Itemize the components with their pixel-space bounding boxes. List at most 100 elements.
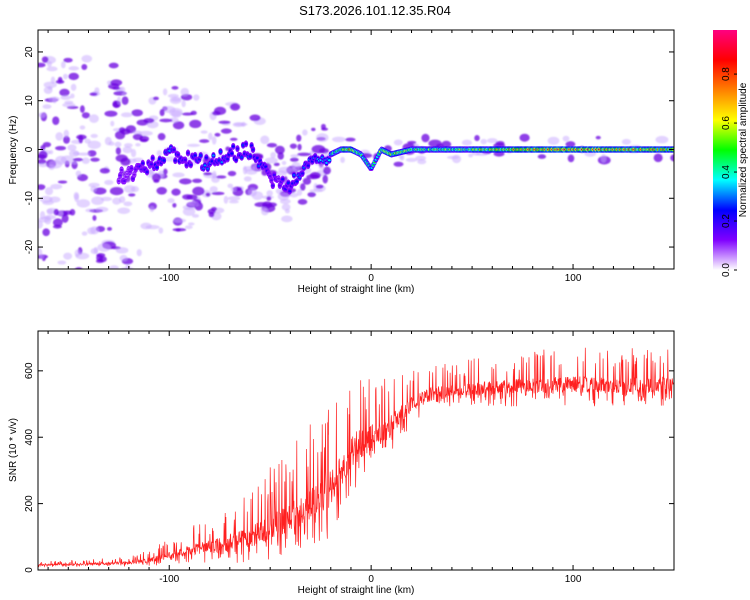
spectrogram-blob bbox=[172, 121, 185, 130]
spectrogram-blob bbox=[229, 137, 238, 141]
spectrogram-blob bbox=[188, 222, 195, 226]
spectrogram-blob bbox=[67, 144, 77, 151]
spectrogram-blob bbox=[291, 161, 301, 170]
spectrogram-blob bbox=[130, 148, 137, 158]
spectrogram-blob bbox=[245, 169, 258, 175]
spectrogram-blob bbox=[81, 231, 88, 236]
ridge-core bbox=[203, 164, 207, 167]
spectrogram-blob bbox=[68, 149, 80, 158]
spectrogram-blob bbox=[158, 227, 164, 234]
ridge-core bbox=[206, 167, 210, 170]
spectrogram-blob bbox=[162, 88, 168, 96]
spectrogram-blob bbox=[115, 288, 128, 292]
spectrogram-blob bbox=[172, 172, 185, 178]
spectrogram-blob bbox=[172, 228, 187, 232]
spectrogram-blob bbox=[90, 226, 99, 235]
ridge-core bbox=[281, 178, 285, 181]
spectrogram-blob bbox=[227, 183, 234, 189]
spectrogram-blob bbox=[279, 198, 291, 205]
spectrogram-blob bbox=[670, 154, 674, 162]
spectrogram-blob bbox=[105, 280, 114, 285]
spectrogram-blob bbox=[254, 202, 269, 208]
y-tick-label: 20 bbox=[24, 46, 35, 58]
spectrogram-blob bbox=[124, 143, 133, 148]
spectrogram-x-axis-label: Height of straight line (km) bbox=[298, 284, 415, 295]
spectrogram-blob bbox=[600, 153, 607, 163]
spectrogram-blob bbox=[278, 166, 293, 174]
spectrogram-blob bbox=[90, 133, 98, 138]
spectrogram-blob bbox=[76, 152, 91, 156]
spectrogram-blob bbox=[300, 183, 306, 191]
spectrogram-blob bbox=[567, 154, 575, 163]
ridge-core bbox=[240, 156, 244, 159]
spectrogram-blob bbox=[267, 202, 277, 207]
y-tick-label: 0 bbox=[24, 146, 35, 152]
ridge-core bbox=[193, 154, 197, 157]
spectrogram-blob bbox=[40, 276, 54, 282]
spectrogram-blob bbox=[302, 177, 312, 185]
x-tick-label: 100 bbox=[565, 273, 582, 284]
ridge-core bbox=[204, 156, 208, 159]
ridge-core bbox=[185, 164, 189, 167]
spectrogram-blob bbox=[289, 192, 299, 198]
spectrogram-blob bbox=[290, 154, 299, 158]
spectrogram-blob bbox=[243, 176, 252, 182]
spectrogram-blob bbox=[69, 273, 76, 279]
spectrogram-blob bbox=[81, 157, 90, 164]
ridge-core bbox=[173, 159, 177, 162]
ridge-core bbox=[313, 155, 317, 158]
ridge-core bbox=[132, 173, 136, 176]
spectrogram-blob bbox=[139, 138, 148, 142]
ridge-core bbox=[271, 184, 275, 187]
spectrogram-blob bbox=[565, 141, 576, 148]
spectrogram-blob bbox=[474, 135, 480, 142]
spectrogram-blob bbox=[345, 137, 356, 142]
ridge-core bbox=[244, 142, 248, 145]
spectrogram-blob bbox=[74, 267, 83, 269]
spectrogram-blob bbox=[87, 140, 101, 149]
spectrogram-blob bbox=[93, 187, 107, 195]
ridge-core bbox=[120, 168, 123, 171]
spectrogram-blob bbox=[156, 150, 162, 157]
spectrogram-blob bbox=[162, 106, 176, 113]
spectrogram-blob bbox=[96, 254, 104, 262]
spectrogram-blob bbox=[315, 184, 324, 189]
spectrogram-blob bbox=[519, 133, 530, 142]
spectrogram-blob bbox=[209, 186, 218, 193]
spectrogram-blob bbox=[39, 210, 46, 220]
spectrogram-blob bbox=[200, 130, 208, 134]
spectrogram-blob bbox=[171, 188, 181, 196]
spectrogram-blob bbox=[73, 192, 80, 200]
spectrogram-blob bbox=[205, 192, 211, 197]
spectrogram-blob bbox=[38, 154, 47, 159]
spectrogram-blob bbox=[480, 138, 487, 145]
spectrogram-blob bbox=[273, 162, 280, 167]
ridge-core bbox=[217, 159, 221, 162]
ridge-core bbox=[172, 148, 176, 151]
x-tick-label: -100 bbox=[159, 574, 179, 585]
spectrogram-blob bbox=[169, 96, 182, 105]
spectrogram-blob bbox=[311, 127, 316, 132]
ridge-core bbox=[212, 154, 215, 157]
spectrogram-blob bbox=[139, 130, 153, 136]
ridge-core bbox=[226, 158, 229, 161]
spectrogram-blob bbox=[83, 277, 94, 282]
spectrogram-blob bbox=[115, 154, 128, 162]
ridge-core bbox=[145, 171, 149, 174]
spectrogram-blob bbox=[115, 147, 121, 155]
spectrogram-blob bbox=[55, 132, 64, 141]
y-tick-label: 600 bbox=[24, 362, 35, 379]
snr-x-ticks: -100 0 100 bbox=[47, 331, 675, 585]
colorbar-strip bbox=[713, 30, 737, 270]
spectrogram-blob bbox=[562, 135, 570, 142]
spectrogram-blob bbox=[486, 138, 498, 144]
snr-frame bbox=[37, 330, 675, 571]
ridge-core bbox=[286, 182, 290, 185]
spectrogram-blob bbox=[131, 109, 143, 117]
spectrogram-blob bbox=[132, 130, 142, 135]
spectrogram-blob bbox=[72, 157, 84, 162]
spectrogram-blob bbox=[151, 173, 161, 182]
ridge-core bbox=[186, 152, 190, 155]
spectrogram-blob bbox=[260, 206, 268, 212]
